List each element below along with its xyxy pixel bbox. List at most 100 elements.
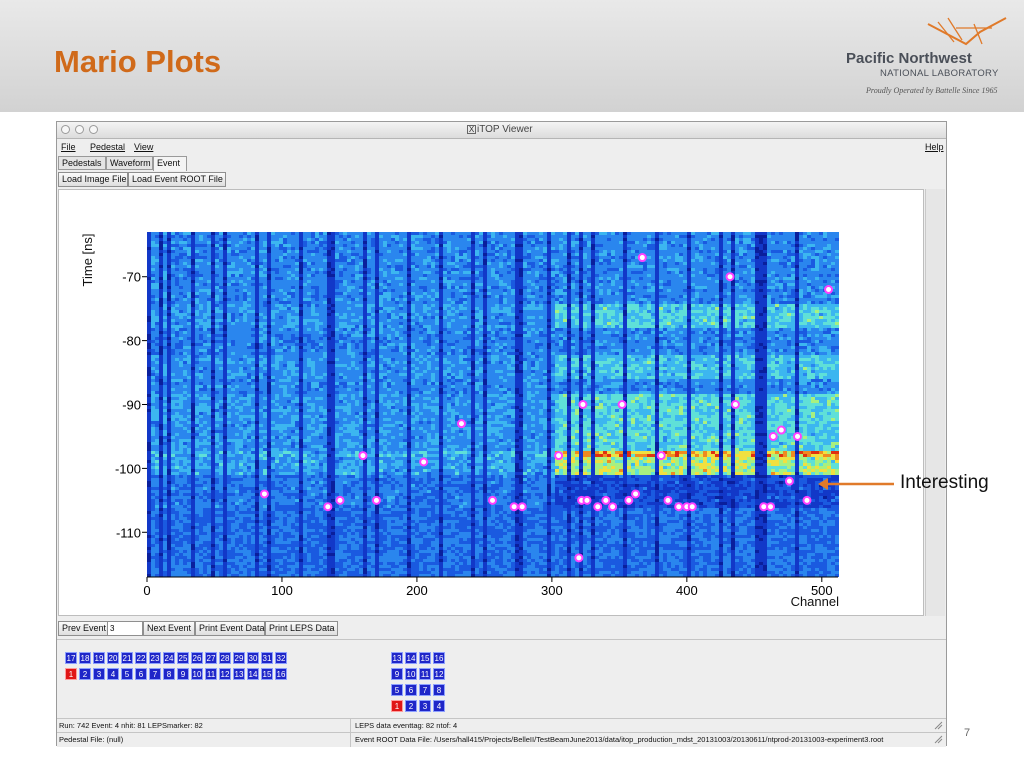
hit-marker — [689, 503, 696, 510]
pmt-button-3[interactable]: 3 — [419, 700, 431, 712]
pmt-button-14[interactable]: 14 — [405, 652, 417, 664]
event-plot-canvas[interactable]: 0 100 200 300 400 500 -70 -80 -90 -100 -110 Time [… — [58, 189, 924, 616]
menu-pedestal[interactable]: Pedestal — [90, 142, 125, 152]
load-image-file-button[interactable]: Load Image File — [58, 172, 128, 187]
channel-button-4[interactable]: 4 — [107, 668, 119, 680]
hit-marker — [632, 490, 639, 497]
pmt-button-13[interactable]: 13 — [391, 652, 403, 664]
load-event-root-file-button[interactable]: Load Event ROOT File — [128, 172, 226, 187]
channel-button-5[interactable]: 5 — [121, 668, 133, 680]
channel-button-15[interactable]: 15 — [261, 668, 273, 680]
hit-marker — [658, 452, 665, 459]
menu-file[interactable]: File — [61, 142, 76, 152]
channel-button-13[interactable]: 13 — [233, 668, 245, 680]
pmt-button-15[interactable]: 15 — [419, 652, 431, 664]
channel-button-28[interactable]: 28 — [219, 652, 231, 664]
channel-button-17[interactable]: 17 — [65, 652, 77, 664]
logo-mark-icon — [920, 14, 1010, 48]
annotation-arrow-icon — [816, 476, 896, 492]
pmt-button-5[interactable]: 5 — [391, 684, 403, 696]
channel-button-29[interactable]: 29 — [233, 652, 245, 664]
channel-button-2[interactable]: 2 — [79, 668, 91, 680]
hit-marker — [579, 401, 586, 408]
close-window-button[interactable] — [61, 125, 70, 134]
hit-marker — [639, 254, 646, 261]
leps-info: LEPS data eventtag: 82 ntof: 4 — [350, 719, 457, 733]
channel-button-3[interactable]: 3 — [93, 668, 105, 680]
y-tick-label: -110 — [116, 525, 141, 540]
y-tick-label: -80 — [122, 334, 141, 349]
prev-event-button[interactable]: Prev Event — [58, 621, 108, 636]
channel-button-23[interactable]: 23 — [149, 652, 161, 664]
hit-marker — [324, 503, 331, 510]
channel-button-11[interactable]: 11 — [205, 668, 217, 680]
run-info: Run: 742 Event: 4 nhit: 81 LEPSmarker: 8… — [59, 721, 203, 730]
tab-waveform[interactable]: Waveform — [106, 156, 153, 170]
tab-pedestals[interactable]: Pedestals — [58, 156, 106, 170]
channel-button-7[interactable]: 7 — [149, 668, 161, 680]
hit-marker — [575, 554, 582, 561]
menu-view[interactable]: View — [134, 142, 153, 152]
pmt-button-10[interactable]: 10 — [405, 668, 417, 680]
print-event-data-button[interactable]: Print Event Data — [195, 621, 265, 636]
channel-button-21[interactable]: 21 — [121, 652, 133, 664]
channel-button-1[interactable]: 1 — [65, 668, 77, 680]
hit-marker — [767, 503, 774, 510]
hit-marker — [336, 497, 343, 504]
status-bar-files: Pedestal File: (null) Event ROOT Data Fi… — [57, 732, 946, 747]
hit-marker — [420, 459, 427, 466]
pmt-button-1[interactable]: 1 — [391, 700, 403, 712]
channel-button-31[interactable]: 31 — [261, 652, 273, 664]
channel-button-30[interactable]: 30 — [247, 652, 259, 664]
tab-event[interactable]: Event — [153, 156, 187, 171]
channel-button-12[interactable]: 12 — [219, 668, 231, 680]
hit-marker — [786, 478, 793, 485]
pmt-button-12[interactable]: 12 — [433, 668, 445, 680]
pmt-button-11[interactable]: 11 — [419, 668, 431, 680]
itop-viewer-window: X iTOP Viewer File Pedestal View Help Pe… — [56, 121, 947, 746]
hit-marker — [778, 427, 785, 434]
minimize-window-button[interactable] — [75, 125, 84, 134]
x-tick-label: 0 — [143, 583, 150, 598]
pmt-button-8[interactable]: 8 — [433, 684, 445, 696]
menu-help[interactable]: Help — [925, 142, 944, 152]
channel-button-25[interactable]: 25 — [177, 652, 189, 664]
y-tick-label: -70 — [122, 270, 141, 285]
hit-marker — [675, 503, 682, 510]
hit-marker — [359, 452, 366, 459]
channel-button-32[interactable]: 32 — [275, 652, 287, 664]
channel-button-6[interactable]: 6 — [135, 668, 147, 680]
channel-button-9[interactable]: 9 — [177, 668, 189, 680]
status-bar-run: Run: 742 Event: 4 nhit: 81 LEPSmarker: 8… — [57, 718, 946, 733]
channel-selector-panel: 17 18 19 20 21 22 23 24 25 26 27 28 29 30 31 32 1 2 3 4 5 6 7 8… — [57, 639, 946, 716]
print-leps-data-button[interactable]: Print LEPS Data — [265, 621, 338, 636]
x-tick-label: 200 — [406, 583, 428, 598]
channel-button-20[interactable]: 20 — [107, 652, 119, 664]
pmt-button-16[interactable]: 16 — [433, 652, 445, 664]
channel-button-22[interactable]: 22 — [135, 652, 147, 664]
pmt-button-7[interactable]: 7 — [419, 684, 431, 696]
event-number-input[interactable]: 3 — [107, 621, 143, 636]
event-root-file-info: Event ROOT Data File: /Users/hall415/Pro… — [350, 733, 883, 747]
vertical-scrollbar[interactable] — [925, 189, 945, 616]
x-tick-label: 400 — [676, 583, 698, 598]
channel-button-14[interactable]: 14 — [247, 668, 259, 680]
pmt-button-2[interactable]: 2 — [405, 700, 417, 712]
channel-button-26[interactable]: 26 — [191, 652, 203, 664]
pmt-button-4[interactable]: 4 — [433, 700, 445, 712]
pmt-button-9[interactable]: 9 — [391, 668, 403, 680]
x11-icon: X — [467, 125, 476, 134]
logo-line1: Pacific Northwest — [846, 50, 972, 67]
hit-marker — [489, 497, 496, 504]
zoom-window-button[interactable] — [89, 125, 98, 134]
channel-button-19[interactable]: 19 — [93, 652, 105, 664]
page-number: 7 — [964, 727, 970, 739]
channel-button-24[interactable]: 24 — [163, 652, 175, 664]
channel-button-16[interactable]: 16 — [275, 668, 287, 680]
channel-button-8[interactable]: 8 — [163, 668, 175, 680]
channel-button-27[interactable]: 27 — [205, 652, 217, 664]
channel-button-10[interactable]: 10 — [191, 668, 203, 680]
channel-button-18[interactable]: 18 — [79, 652, 91, 664]
pmt-button-6[interactable]: 6 — [405, 684, 417, 696]
next-event-button[interactable]: Next Event — [143, 621, 195, 636]
